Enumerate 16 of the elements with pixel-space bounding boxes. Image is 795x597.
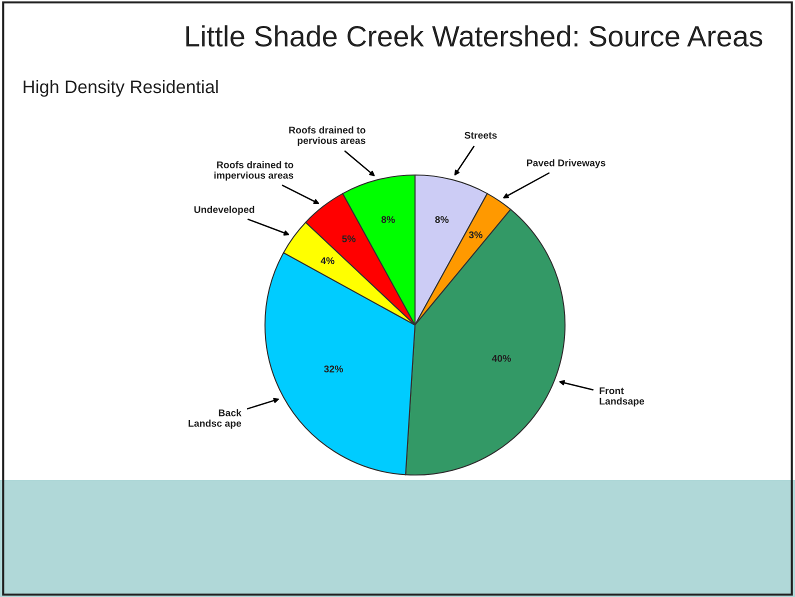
data-label: 40% xyxy=(492,354,511,362)
slice-label: Roofs drained to pervious areas xyxy=(289,126,366,146)
data-label: 8% xyxy=(435,216,449,224)
chart-title: Little Shade Creek Watershed: Source Areas xyxy=(186,25,762,47)
data-label: 32% xyxy=(324,366,343,372)
slice-label: Paved Driveways xyxy=(526,159,606,168)
slice-label: Undeveloped xyxy=(194,206,254,215)
slice-label: Front Landsape xyxy=(600,387,644,407)
slice-label: Roofs drained to impervious areas xyxy=(214,161,294,181)
data-label: 8% xyxy=(381,216,395,224)
data-label: 3% xyxy=(468,231,482,238)
chart-subtitle: High Density Residential xyxy=(24,80,218,97)
data-label: 5% xyxy=(342,235,356,242)
slice-label: Streets xyxy=(464,132,497,139)
slice-label: Back Landsc ape xyxy=(188,409,242,429)
data-label: 4% xyxy=(320,257,334,264)
